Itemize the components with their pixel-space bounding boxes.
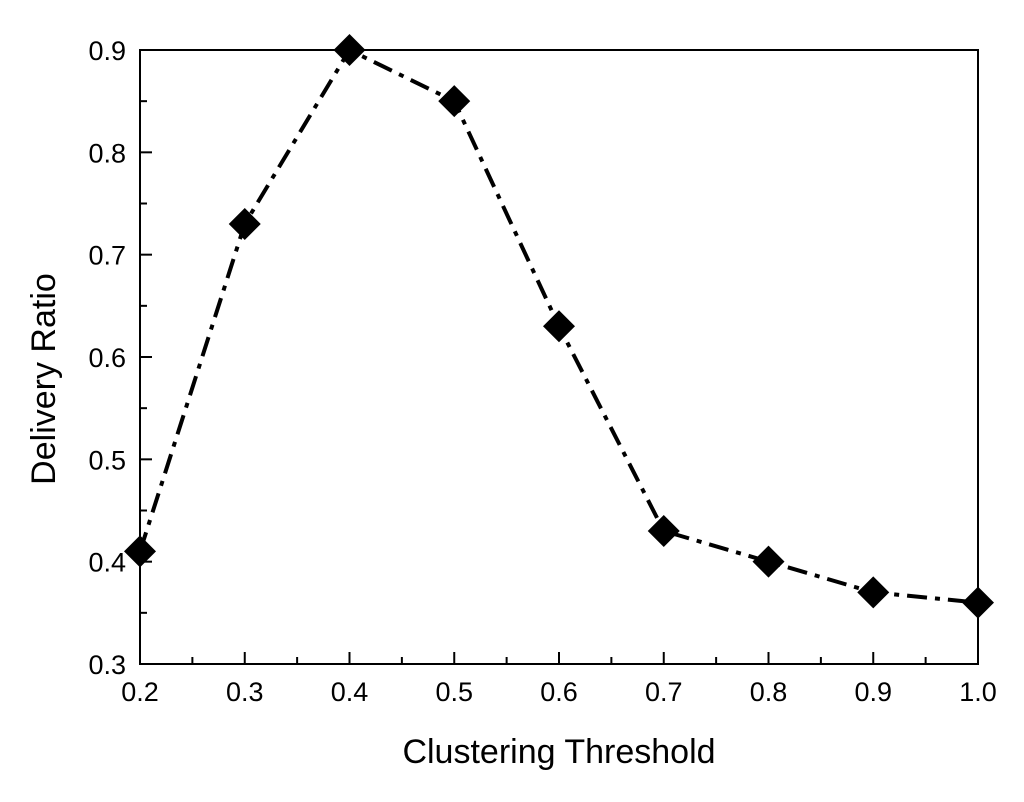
y-axis-title: Delivery Ratio (25, 273, 63, 485)
x-tick-label: 1.0 (959, 677, 997, 707)
data-point-marker (647, 514, 680, 547)
x-tick-label: 0.4 (331, 677, 369, 707)
y-tick-label: 0.5 (88, 445, 126, 475)
x-tick-label: 0.8 (750, 677, 788, 707)
x-tick-label: 0.2 (121, 677, 159, 707)
x-tick-label: 0.5 (435, 677, 473, 707)
y-tick-label: 0.6 (88, 343, 126, 373)
y-tick-label: 0.4 (88, 548, 126, 578)
y-tick-label: 0.8 (88, 138, 126, 168)
axes-layer: 0.2 0.3 0.4 0.5 0.6 0.7 0.8 0.9 1.00.30.40.50.60… (88, 36, 996, 707)
series-layer (124, 34, 994, 619)
plot-frame (139, 49, 979, 665)
y-tick-label: 0.9 (88, 36, 126, 66)
data-point-marker (857, 576, 890, 609)
y-tick-label: 0.7 (88, 241, 126, 271)
x-tick-label: 0.9 (854, 677, 892, 707)
x-tick-label: 0.6 (540, 677, 578, 707)
data-point-marker (752, 545, 785, 578)
x-axis-title: Clustering Threshold (402, 733, 715, 771)
x-tick-label: 0.3 (226, 677, 264, 707)
data-point-marker (228, 207, 261, 240)
data-point-marker (438, 85, 471, 118)
y-tick-label: 0.3 (88, 650, 126, 680)
data-point-marker (543, 310, 575, 343)
x-tick-label: 0.7 (645, 677, 683, 707)
